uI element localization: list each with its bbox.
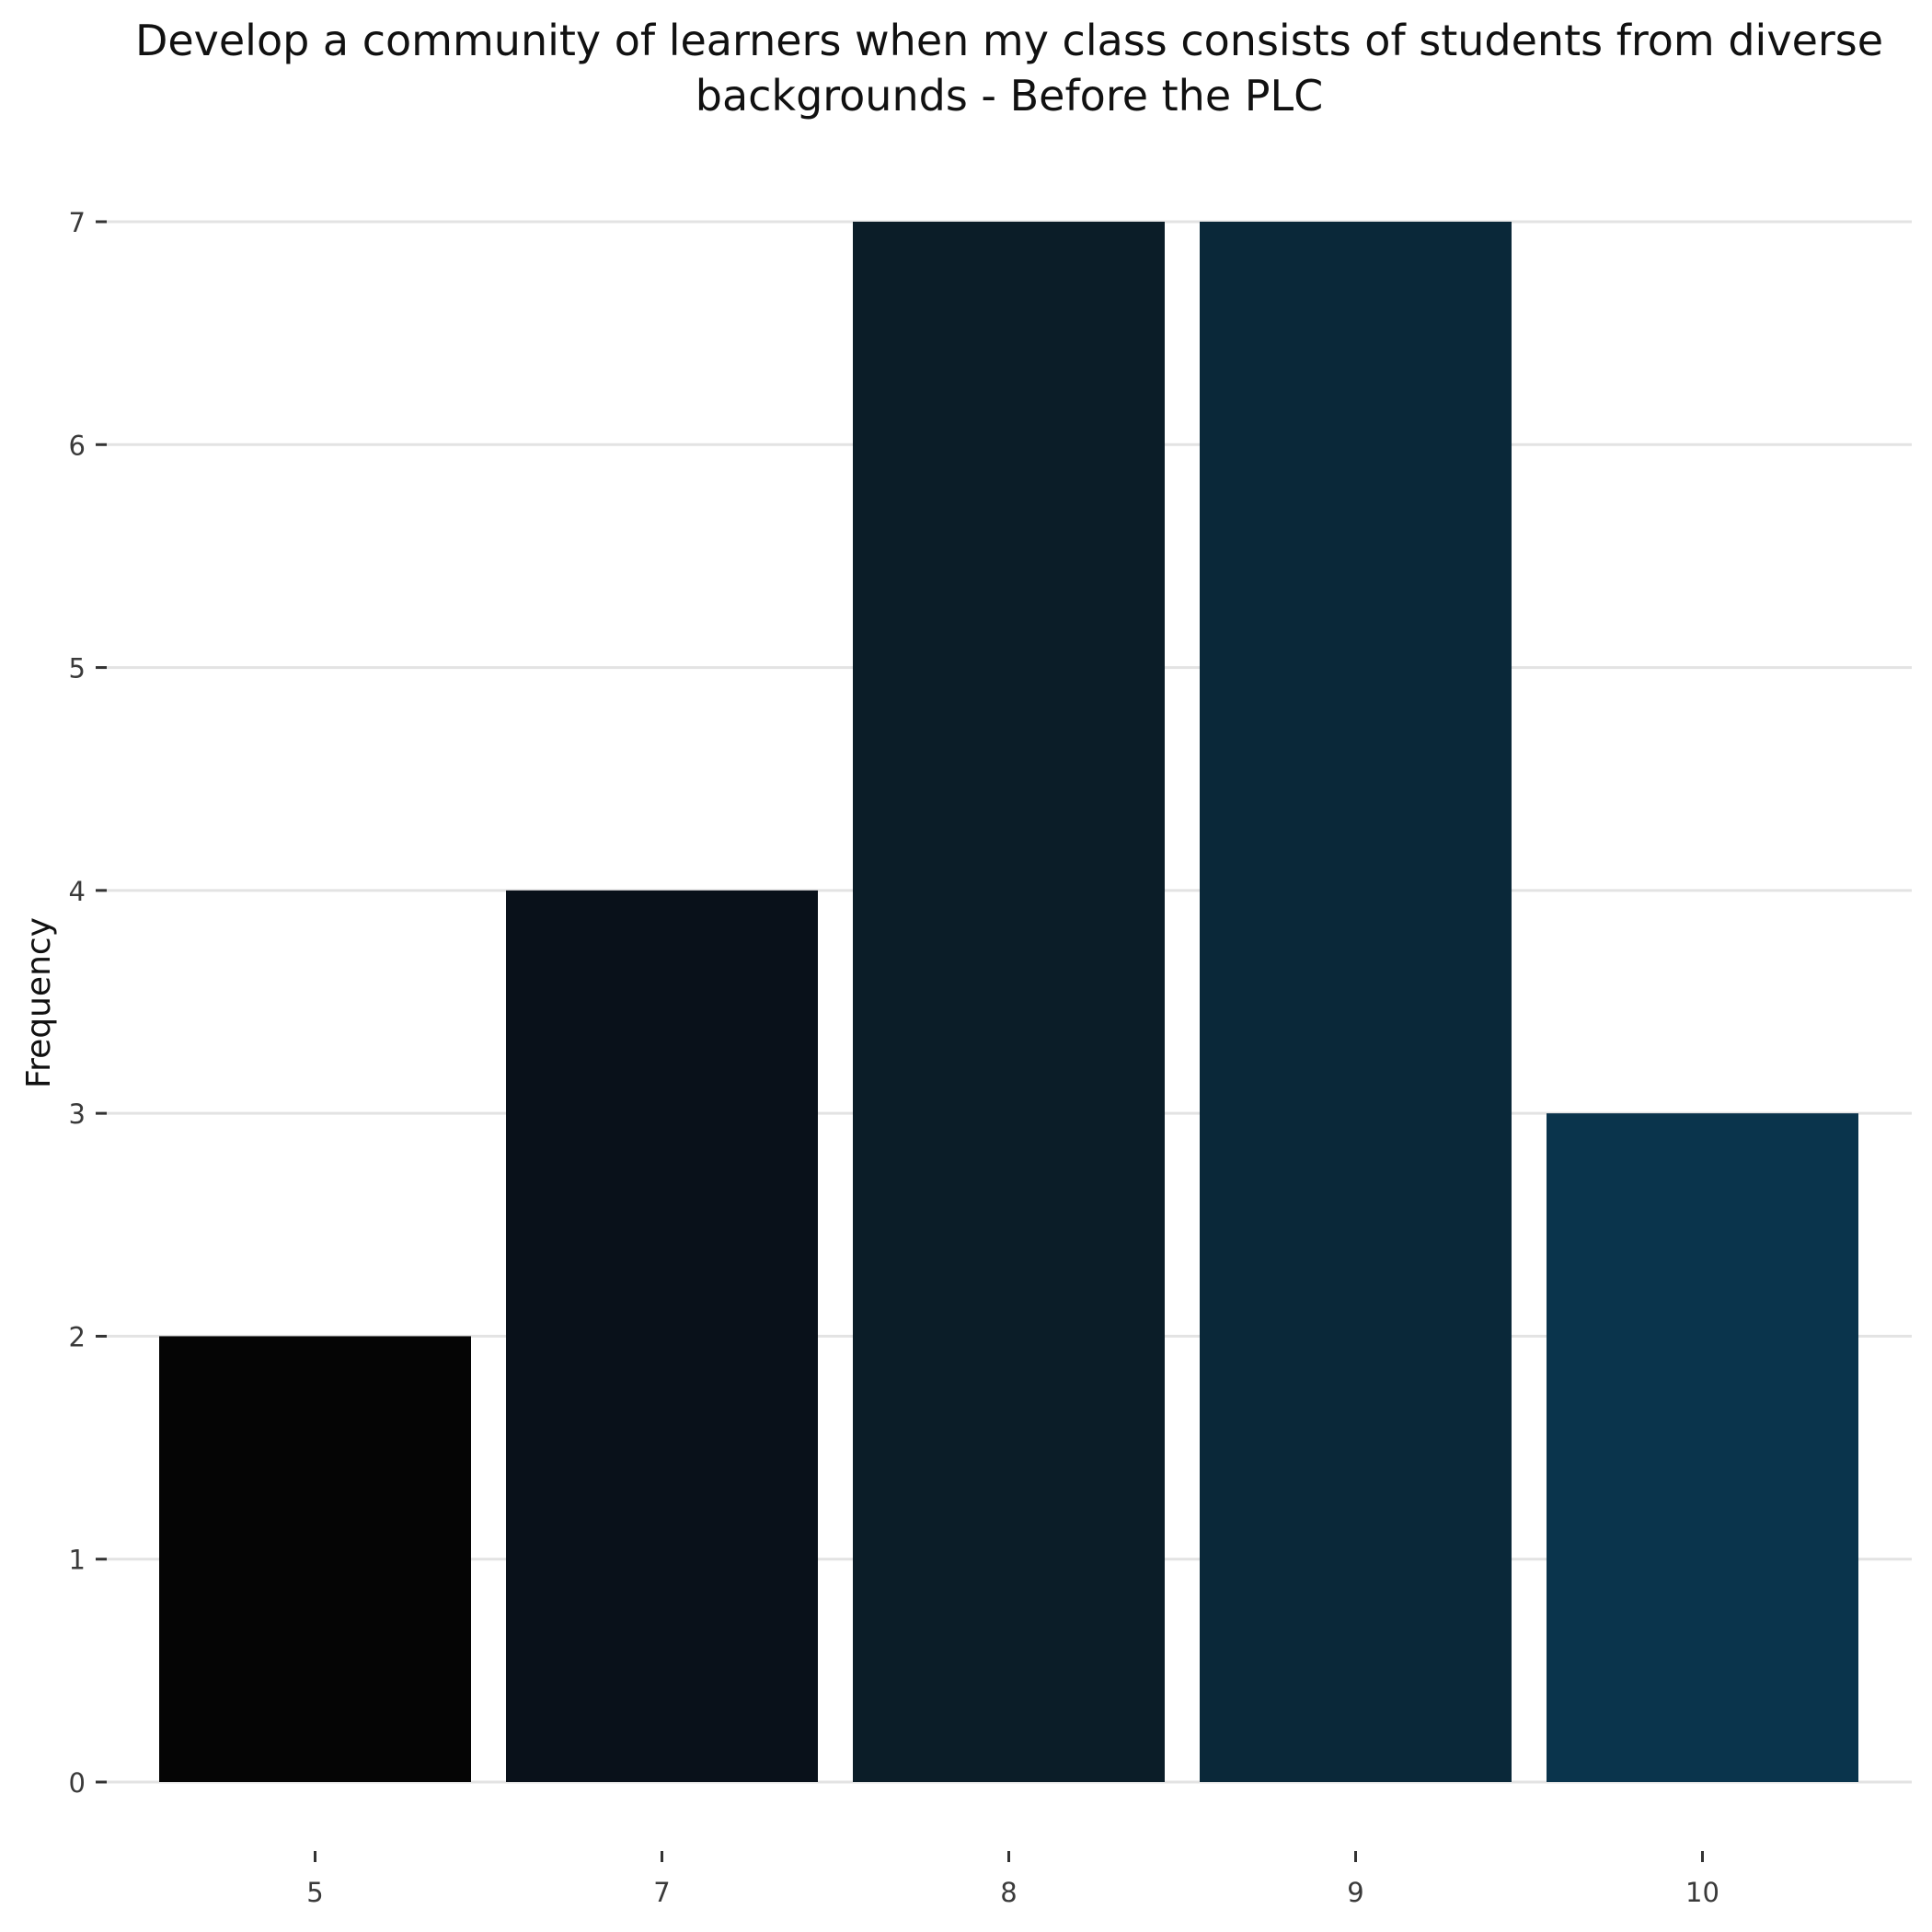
y-tick-label: 0 [69, 1767, 86, 1799]
x-tick-label: 5 [306, 1877, 323, 1908]
y-tick-label: 1 [69, 1545, 86, 1576]
y-axis-title: Frequency [20, 917, 58, 1088]
bar-5 [159, 1336, 471, 1782]
bar-10 [1547, 1113, 1858, 1782]
chart-title-line-1: Develop a community of learners when my … [135, 16, 1883, 65]
y-tick-label: 5 [69, 653, 86, 684]
y-tick-label: 2 [69, 1321, 86, 1352]
bar-8 [853, 222, 1165, 1782]
x-axis: 5 7 8 9 10 [306, 1851, 1719, 1908]
y-tick-label: 4 [69, 876, 86, 907]
x-tick-label: 8 [1000, 1877, 1017, 1908]
x-tick-label: 7 [653, 1877, 670, 1908]
x-tick-label: 10 [1685, 1877, 1719, 1908]
chart-title-line-2: backgrounds - Before the PLC [696, 71, 1324, 121]
y-axis: 0 1 2 3 4 5 6 7 [69, 207, 107, 1799]
y-tick-label: 3 [69, 1098, 86, 1130]
y-tick-label: 6 [69, 430, 86, 461]
x-tick-label: 9 [1347, 1877, 1363, 1908]
y-tick-label: 7 [69, 207, 86, 238]
bars [159, 222, 1858, 1782]
bar-9 [1200, 222, 1512, 1782]
bar-7 [506, 890, 818, 1782]
chart-title: Develop a community of learners when my … [135, 16, 1883, 121]
